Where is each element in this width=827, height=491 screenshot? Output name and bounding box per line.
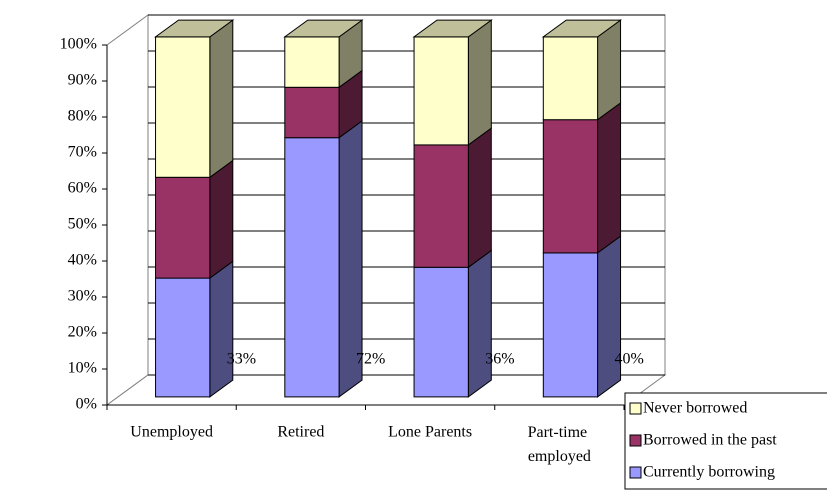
left-wall [106,14,149,406]
bar-side [467,19,492,146]
bar [284,36,340,88]
bar [413,266,469,398]
bar [155,36,211,178]
x-tick-label: Part-time employed [528,424,592,465]
bar-top [154,19,235,38]
x-tick-label: Unemployed [130,424,213,441]
legend-box [624,392,827,490]
bar [413,144,469,268]
y-tick-label: 60% [68,180,97,197]
legend-label: Borrowed in the past [643,432,777,449]
bar-top [283,19,364,38]
x-tick-label-line: employed [528,448,591,465]
x-tick-label-line: Part-time [528,424,592,441]
bar-side [209,19,234,179]
y-tick-label: 10% [68,360,97,377]
bar [413,36,469,146]
y-tick-label: 90% [68,72,97,89]
legend-swatch [629,434,642,447]
bar [155,176,211,279]
y-tick-label: 30% [68,288,97,305]
y-tick-label: 40% [68,252,97,269]
legend-swatch [629,402,642,415]
bar [542,252,599,398]
bar [542,119,599,254]
x-tick-label: Lone Parents [388,424,472,441]
data-label: 36% [485,351,514,368]
bar-side [597,235,622,398]
legend-label: Currently borrowing [643,464,775,481]
bar [155,277,211,398]
data-label: 40% [615,351,644,368]
bar [542,36,599,121]
bar-side [597,19,622,121]
bar-side [597,101,622,254]
x-tick-label: Retired [277,424,324,441]
y-tick-label: 0% [76,396,97,413]
y-tick-label: 80% [68,108,97,125]
y-tick-label: 70% [68,144,97,161]
legend-swatch [629,466,642,479]
y-tick-label: 50% [68,216,97,233]
bar-side [209,159,234,280]
legend-label: Never borrowed [643,400,747,417]
bar-side [467,249,492,398]
y-tick-label: 100% [60,36,97,53]
bar-side [467,127,492,269]
data-label: 33% [227,351,256,368]
bar-top [412,19,493,38]
bar-top [541,19,623,38]
bar-side [209,260,234,398]
y-tick-label: 20% [68,324,97,341]
data-label: 72% [356,351,385,368]
bar [284,137,340,398]
bar [284,86,340,139]
